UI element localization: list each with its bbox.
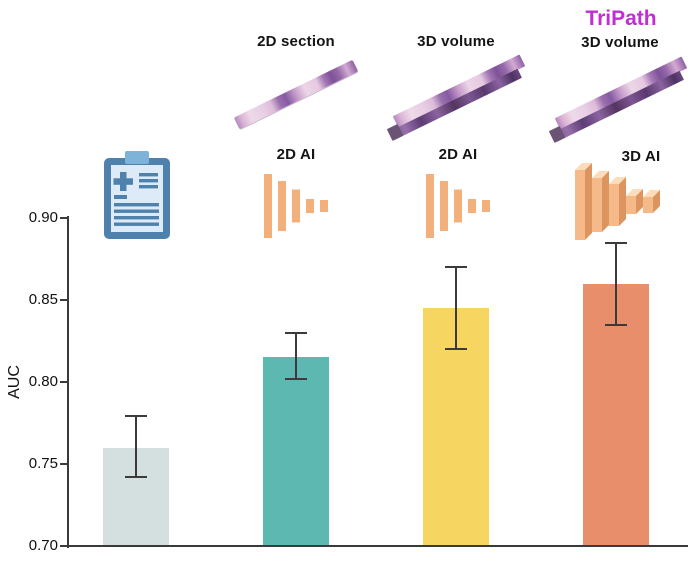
ai-label-2d-ai-2: 2D AI [438, 146, 478, 163]
y-tick-mark [60, 381, 67, 383]
ai-label-3d-ai: 3D AI [621, 148, 661, 165]
cnn-2d-funnel-icon [426, 174, 490, 238]
tissue-block-top-face [554, 56, 688, 130]
error-cap-bottom-1 [285, 377, 307, 380]
input-label-3d-volume-1: 3D volume [417, 33, 495, 50]
error-line-3 [615, 242, 617, 325]
error-cap-top-0 [125, 415, 147, 418]
error-cap-top-2 [445, 266, 467, 269]
error-cap-top-1 [285, 331, 307, 334]
tissue-block-side-face [390, 68, 522, 140]
error-line-0 [135, 416, 137, 478]
bar-3 [583, 283, 649, 545]
y-tick-label: 0.75 [28, 455, 58, 472]
error-line-2 [455, 267, 457, 350]
ai-label-2d-ai-1: 2D AI [276, 146, 316, 163]
y-tick-label: 0.80 [28, 373, 58, 390]
error-cap-bottom-2 [445, 348, 467, 351]
cnn-2d-funnel-icon [264, 174, 328, 238]
input-label-2d-section: 2D section [257, 33, 335, 50]
input-label-3d-volume-2: 3D volume [581, 34, 659, 51]
error-cap-top-3 [605, 241, 627, 244]
y-tick-mark [60, 463, 67, 465]
error-line-1 [295, 332, 297, 379]
brand-title-tripath: TriPath [585, 7, 657, 30]
y-axis [67, 216, 69, 548]
tissue-block-top-face [392, 54, 526, 128]
error-cap-bottom-3 [605, 323, 627, 326]
medical-report-clipboard-icon [104, 151, 170, 239]
y-tick-label: 0.85 [28, 291, 58, 308]
y-tick-mark [60, 545, 67, 547]
error-cap-bottom-0 [125, 476, 147, 479]
tissue-volume-block-icon [547, 56, 694, 146]
x-axis [67, 545, 688, 547]
cnn-3d-funnel-icon [575, 163, 660, 240]
tissue-block-side-face [552, 70, 684, 142]
y-tick-mark [60, 217, 67, 219]
y-tick-mark [60, 299, 67, 301]
tissue-volume-block-icon [385, 54, 532, 144]
y-tick-label: 0.90 [28, 209, 58, 226]
tissue-section-strip-icon [233, 59, 359, 130]
y-tick-label: 0.70 [28, 537, 58, 554]
bar-1 [263, 357, 329, 545]
